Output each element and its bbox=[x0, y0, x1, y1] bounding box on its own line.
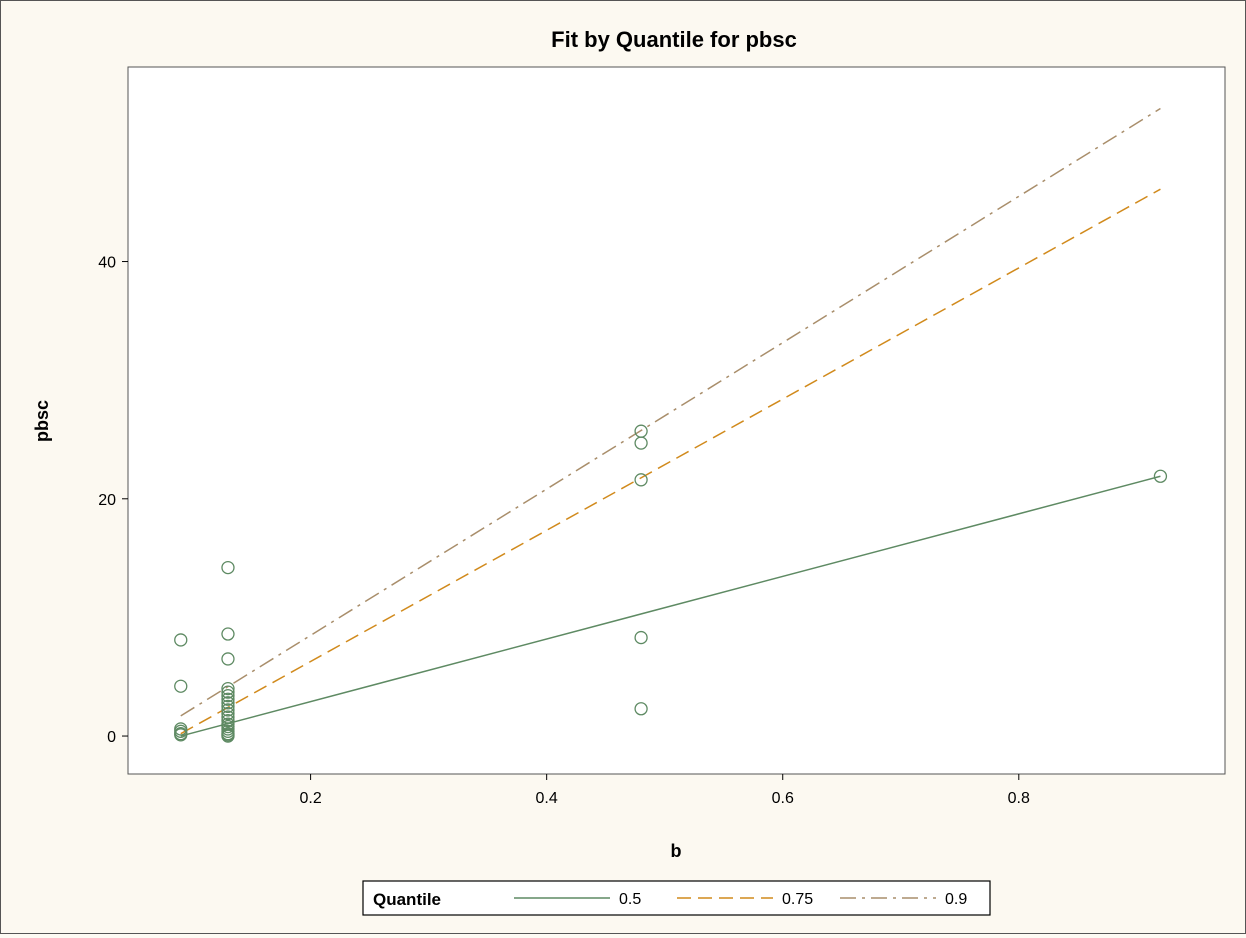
data-point bbox=[174, 633, 188, 647]
data-point bbox=[221, 560, 235, 575]
x-axis-label: b bbox=[671, 841, 682, 861]
legend-title: Quantile bbox=[373, 890, 441, 909]
fit-line-0-9 bbox=[180, 107, 1161, 717]
data-point bbox=[221, 692, 235, 706]
x-axis: 0.2 0.4 0.6 0.8 bbox=[299, 774, 1030, 807]
data-point bbox=[634, 702, 648, 716]
data-point bbox=[634, 473, 648, 487]
data-point bbox=[221, 627, 235, 641]
x-tick-label: 0.4 bbox=[536, 790, 558, 807]
y-tick-label: 20 bbox=[98, 492, 116, 509]
fit-lines bbox=[180, 107, 1161, 737]
data-point bbox=[221, 729, 235, 743]
data-point bbox=[174, 679, 188, 693]
fit-line-0-75 bbox=[180, 188, 1161, 735]
y-axis: 0 20 40 bbox=[98, 255, 128, 746]
y-tick-label: 40 bbox=[98, 255, 116, 272]
legend-label-0-9: 0.9 bbox=[945, 891, 967, 908]
legend-entries: 0.5 0.75 0.9 bbox=[514, 891, 967, 908]
data-point bbox=[634, 436, 648, 450]
chart-title: Fit by Quantile for pbsc bbox=[551, 27, 797, 52]
data-point bbox=[221, 713, 235, 728]
legend: Quantile 0.5 0.75 0.9 bbox=[362, 880, 991, 916]
x-tick-label: 0.8 bbox=[1008, 790, 1030, 807]
data-point bbox=[1153, 469, 1168, 483]
data-point bbox=[221, 652, 235, 666]
fit-line-0-5 bbox=[180, 475, 1161, 737]
data-point bbox=[221, 681, 235, 696]
data-point bbox=[174, 728, 188, 742]
data-points bbox=[174, 424, 1168, 743]
data-point bbox=[221, 699, 235, 714]
data-point bbox=[221, 703, 235, 717]
x-tick-label: 0.6 bbox=[772, 790, 794, 807]
legend-label-0-75: 0.75 bbox=[782, 891, 813, 908]
data-point bbox=[634, 630, 648, 645]
data-point bbox=[221, 696, 235, 710]
y-axis-label: pbsc bbox=[32, 400, 52, 442]
x-tick-label: 0.2 bbox=[299, 790, 321, 807]
y-tick-label: 0 bbox=[107, 729, 116, 746]
data-point bbox=[221, 689, 235, 703]
plot-area bbox=[127, 66, 1226, 775]
data-point bbox=[221, 706, 235, 721]
data-point bbox=[221, 685, 235, 699]
legend-label-0-5: 0.5 bbox=[619, 891, 641, 908]
